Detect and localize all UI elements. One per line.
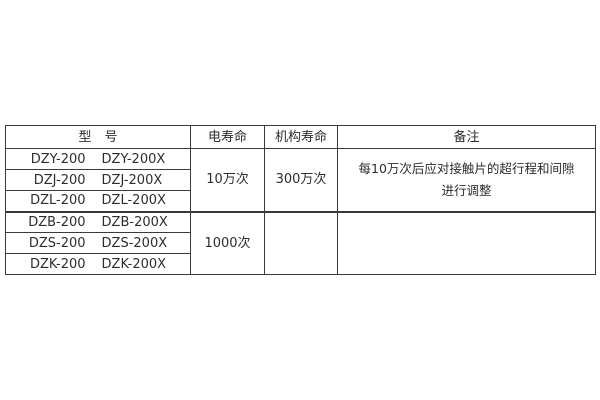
model-name: DZS-200X: [101, 235, 168, 251]
mechanism-life-group2: [264, 210, 338, 275]
table-row: DZL-200 DZL-200X: [5, 190, 596, 212]
model-name: DZB-200X: [101, 214, 168, 230]
model-cell-dzl: DZL-200 DZL-200X: [5, 190, 191, 212]
table-row: DZK-200 DZK-200X: [5, 253, 596, 275]
table-row: DZY-200 DZY-200X 10万次 300万次 每10万次后应对接触片的…: [5, 148, 596, 212]
model-cell-dzy: DZY-200 DZY-200X: [5, 148, 191, 170]
model-name: DZY-200: [30, 151, 86, 167]
remarks-group1: 每10万次后应对接触片的超行程和间隙 进行调整: [337, 148, 596, 212]
electrical-life-group1: 10万次: [190, 148, 265, 212]
model-name: DZB-200: [28, 214, 86, 230]
header-row: 型 号 电寿命 机构寿命 备注: [5, 125, 596, 149]
model-name: DZL-200X: [101, 193, 166, 209]
header-remarks: 备注: [337, 125, 596, 149]
spec-table: 型 号 电寿命 机构寿命 备注 DZY-200 DZY-200X 10万次 30…: [5, 125, 596, 275]
header-model: 型 号: [5, 125, 191, 149]
model-cell-dzb: DZB-200 DZB-200X: [5, 210, 191, 233]
header-electrical-life: 电寿命: [190, 125, 265, 149]
model-name: DZJ-200: [33, 172, 86, 188]
mechanism-life-group1: 300万次: [264, 148, 338, 212]
table-row: DZB-200 DZB-200X 1000次: [5, 210, 596, 275]
model-name: DZL-200: [30, 193, 86, 209]
model-cell-dzk: DZK-200 DZK-200X: [5, 253, 191, 275]
model-cell-dzj: DZJ-200 DZJ-200X: [5, 169, 191, 191]
model-cell-dzs: DZS-200 DZS-200X: [5, 232, 191, 254]
electrical-life-group2: 1000次: [190, 210, 265, 275]
model-name: DZJ-200X: [101, 172, 163, 188]
table-row: DZJ-200 DZJ-200X: [5, 169, 596, 191]
model-name: DZK-200: [29, 256, 86, 272]
remarks-line2: 进行调整: [441, 182, 492, 198]
remarks-line1: 每10万次后应对接触片的超行程和间隙: [358, 160, 575, 176]
model-name: DZK-200X: [101, 256, 167, 272]
model-name: DZY-200X: [101, 151, 166, 167]
remarks-group2: [337, 210, 596, 275]
model-name: DZS-200: [28, 235, 86, 251]
header-mechanism-life: 机构寿命: [264, 125, 338, 149]
